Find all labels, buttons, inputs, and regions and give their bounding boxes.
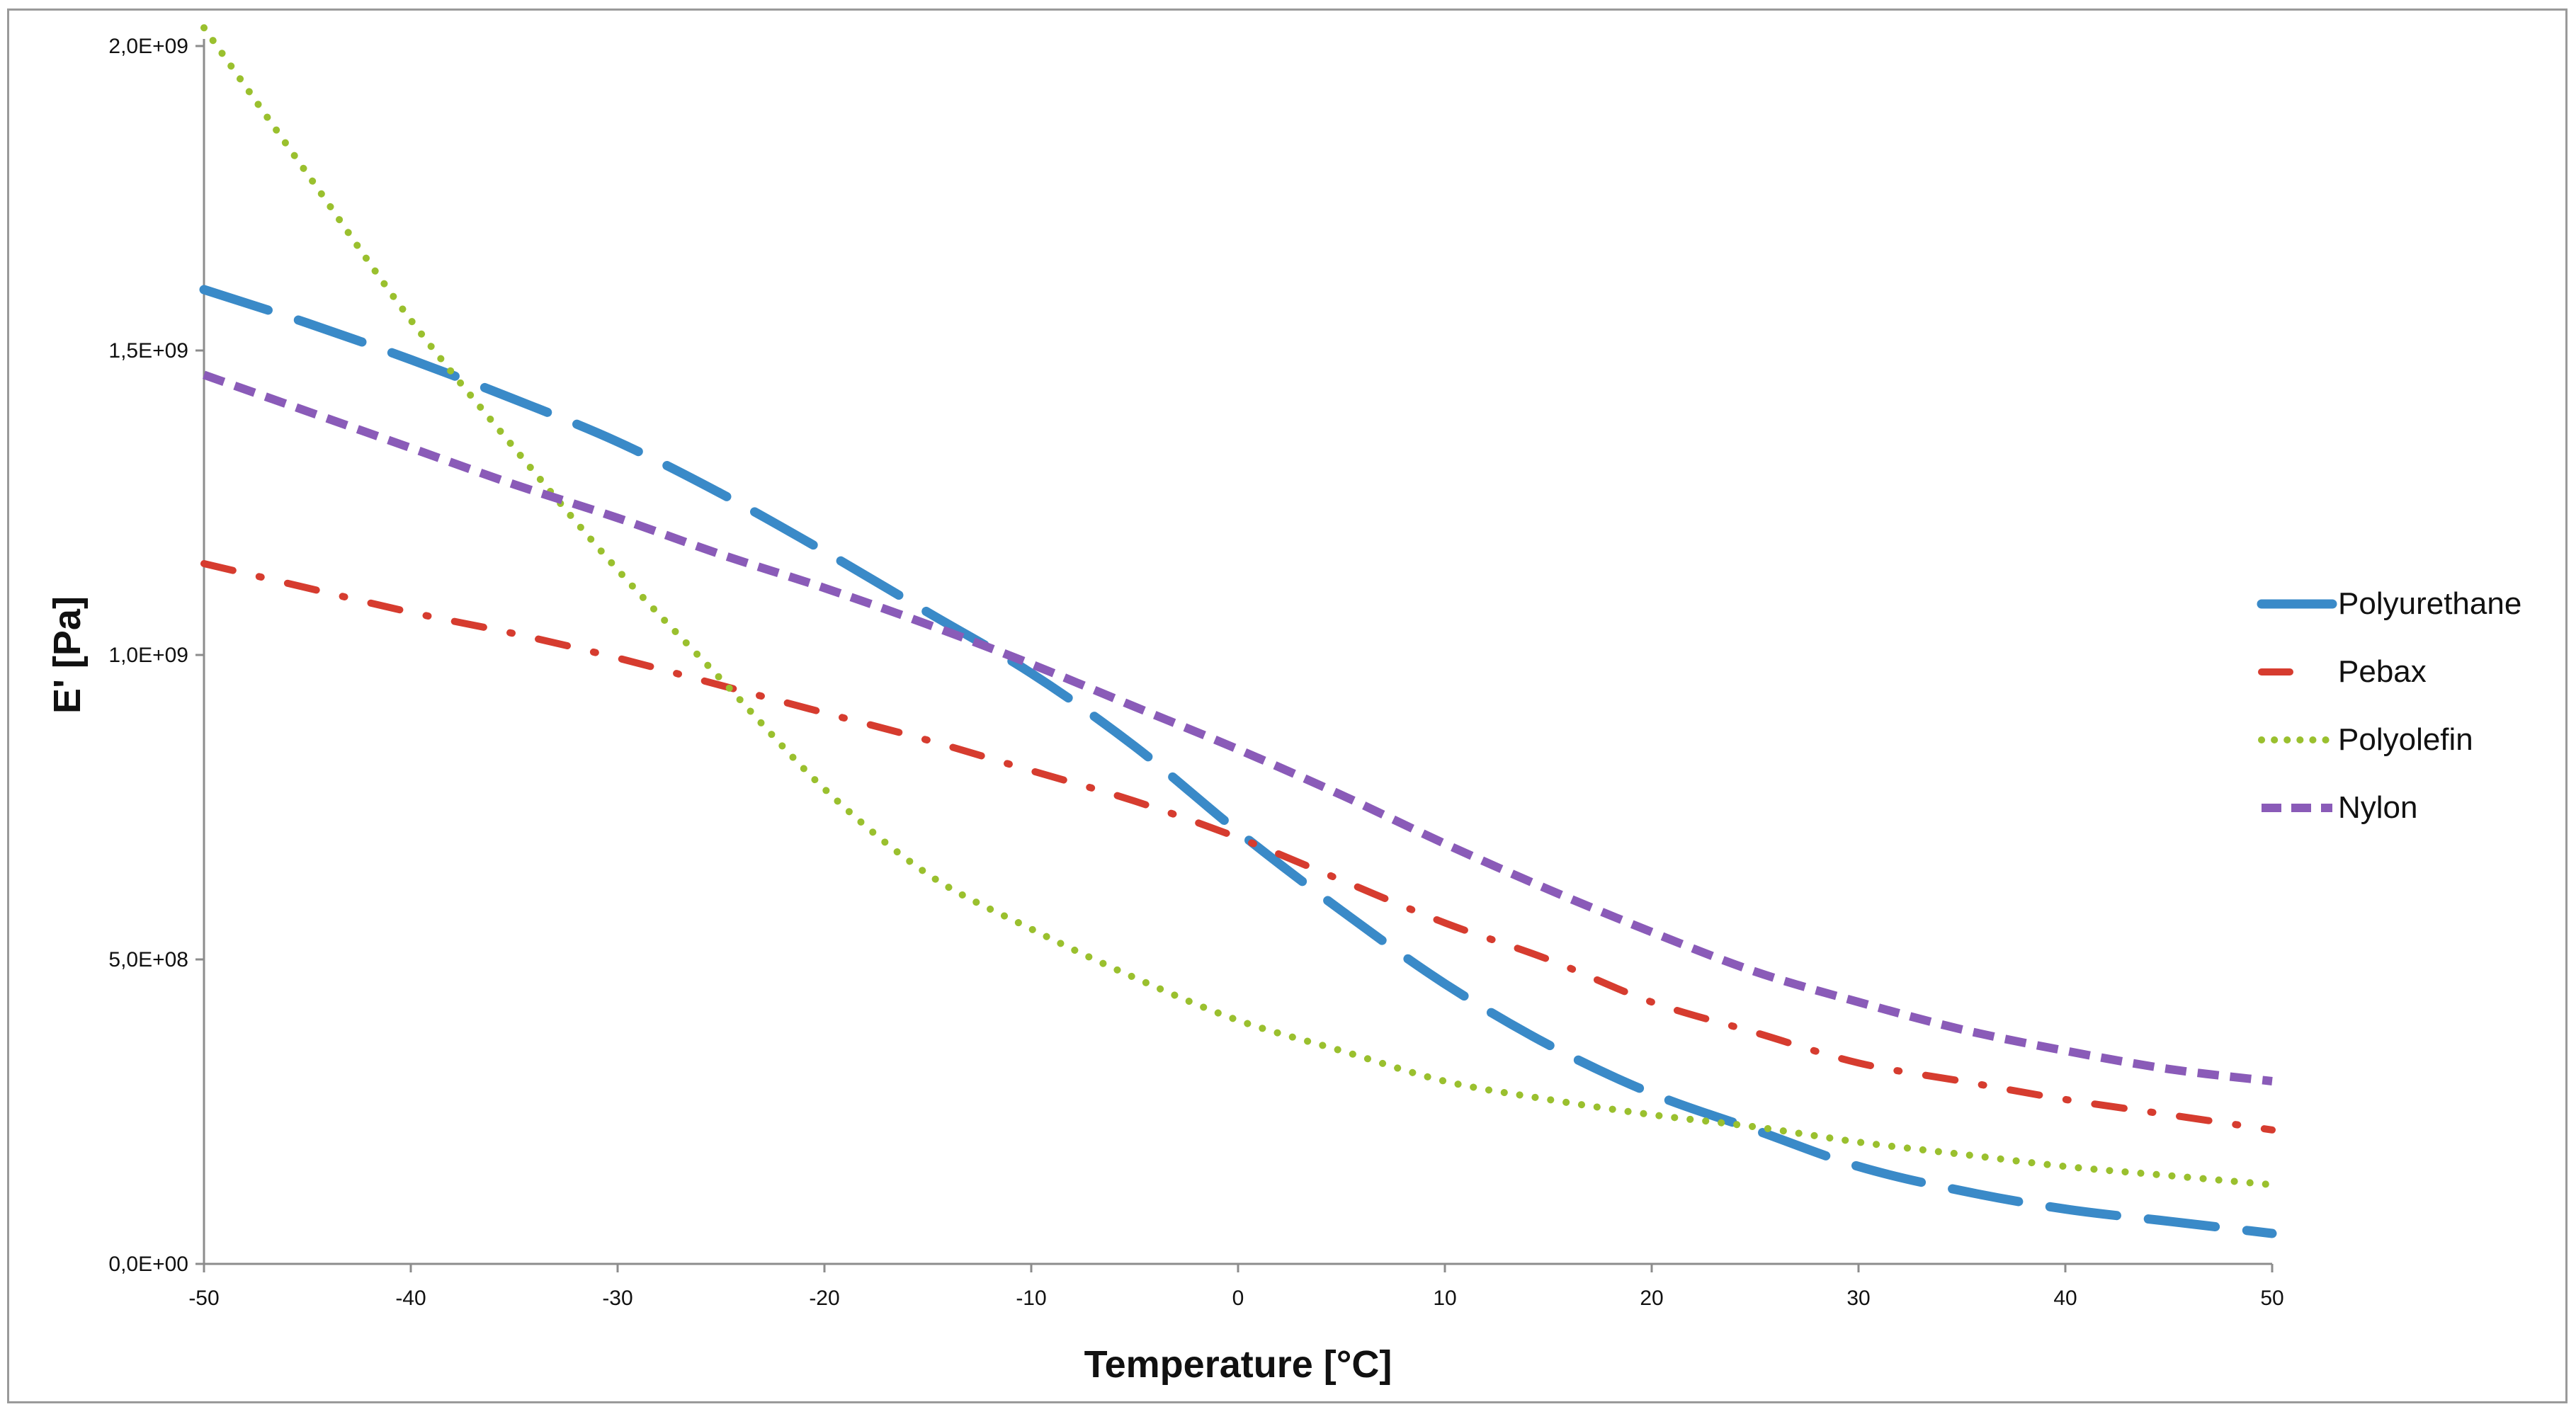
x-tick-label: 30 bbox=[1846, 1287, 1870, 1310]
y-tick-label: 1,0E+09 bbox=[108, 644, 188, 667]
x-tick-label: 40 bbox=[2053, 1287, 2077, 1310]
chart-svg: 0,0E+00 5,0E+08 1,0E+09 1,5E+09 2,0E+09 -50 -4… bbox=[46, 24, 2521, 1386]
x-tick-label: 20 bbox=[1640, 1287, 1663, 1310]
x-tick-label: 0 bbox=[1232, 1287, 1244, 1310]
chart-frame: 0,0E+00 5,0E+08 1,0E+09 1,5E+09 2,0E+09 -50 -4… bbox=[7, 8, 2568, 1403]
x-axis-title: Temperature [°C] bbox=[1084, 1343, 1392, 1386]
x-tick-label: -10 bbox=[1016, 1287, 1046, 1310]
y-tick-label: 5,0E+08 bbox=[108, 948, 188, 971]
y-axis-title: E' [Pa] bbox=[46, 596, 89, 714]
legend: Polyurethane Pebax Polyolefin Nylon bbox=[2257, 586, 2521, 825]
x-tick-label: -20 bbox=[809, 1287, 839, 1310]
x-tick-label: 50 bbox=[2260, 1287, 2283, 1310]
legend-label-polyolefin: Polyolefin bbox=[2338, 722, 2473, 757]
x-tick-label: -30 bbox=[602, 1287, 632, 1310]
legend-label-nylon: Nylon bbox=[2338, 790, 2418, 825]
legend-label-pebax: Pebax bbox=[2338, 654, 2427, 689]
x-tick-label: -40 bbox=[395, 1287, 426, 1310]
y-tick-label: 2,0E+09 bbox=[108, 35, 188, 58]
series-line-polyolefin bbox=[200, 24, 2276, 1189]
x-tick-label: 10 bbox=[1433, 1287, 1456, 1310]
axes: 0,0E+00 5,0E+08 1,0E+09 1,5E+09 2,0E+09 -50 -4… bbox=[108, 35, 2283, 1310]
series-line-polyurethane bbox=[199, 285, 2277, 1238]
series-line-nylon bbox=[202, 370, 2273, 1085]
x-tick-label: -50 bbox=[188, 1287, 219, 1310]
series-line-pebax bbox=[200, 560, 2276, 1134]
series-lines bbox=[199, 24, 2277, 1238]
y-tick-label: 0,0E+00 bbox=[108, 1253, 188, 1276]
y-tick-label: 1,5E+09 bbox=[108, 339, 188, 363]
legend-label-polyurethane: Polyurethane bbox=[2338, 586, 2521, 621]
